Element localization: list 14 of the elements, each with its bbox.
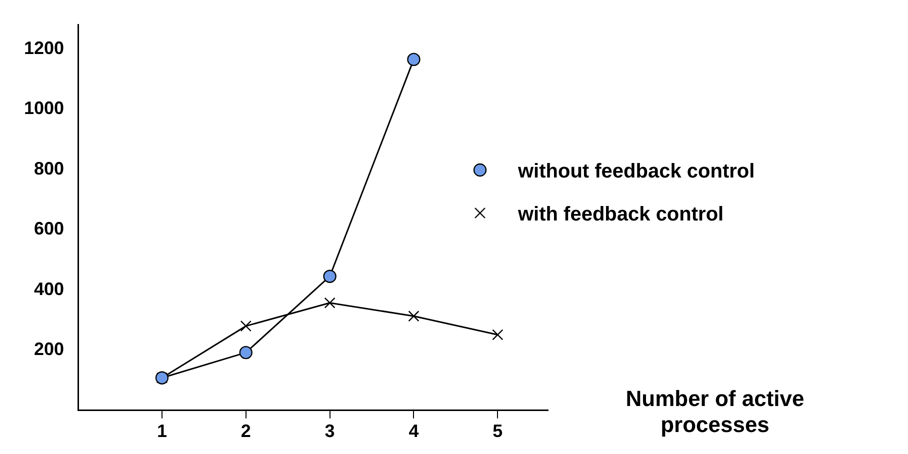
- y-tick-label: 600: [34, 218, 64, 239]
- x-tick-label: 2: [240, 421, 251, 442]
- y-tick-label: 1000: [24, 98, 64, 118]
- x-tick-label: 4: [408, 421, 419, 442]
- y-tick-label: 1200: [24, 38, 64, 58]
- x-axis-title: Number of active processes: [624, 386, 806, 438]
- legend-label: with feedback control: [517, 204, 724, 226]
- y-tick-label: 200: [34, 339, 64, 360]
- x-tick-label: 3: [324, 421, 335, 442]
- x-tick-label: 5: [492, 421, 503, 442]
- y-tick-label: 400: [34, 278, 64, 299]
- y-tick-label: 800: [34, 158, 64, 178]
- legend-label: without feedback control: [517, 160, 755, 183]
- x-tick-label: 1: [156, 421, 167, 442]
